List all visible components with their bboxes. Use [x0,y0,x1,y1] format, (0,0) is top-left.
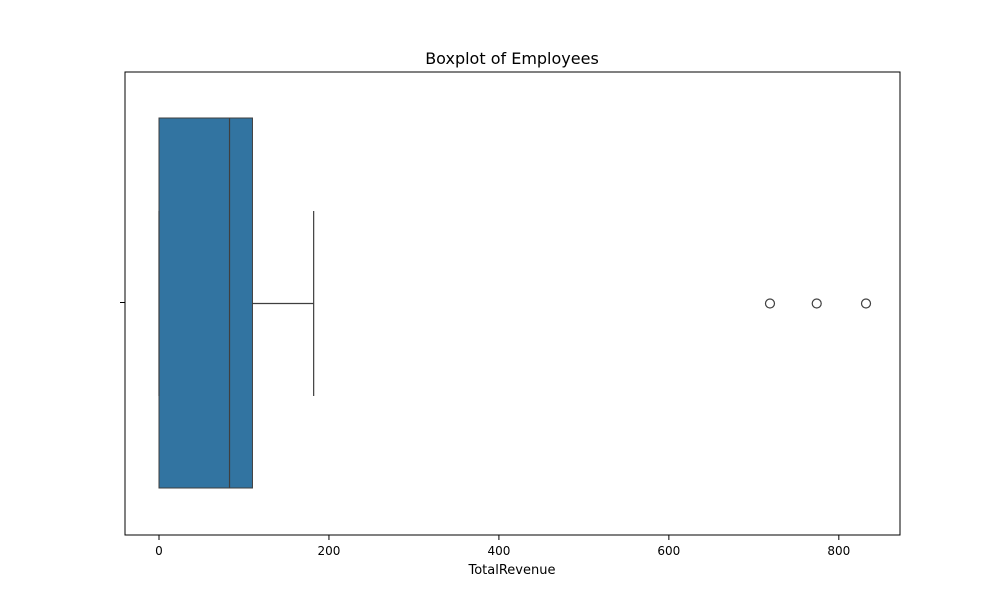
outlier-point [860,298,872,309]
chart-title: Boxplot of Employees [425,49,599,68]
outlier-point [811,298,822,309]
x-tick-label: 400 [487,544,510,558]
outlier-point [764,298,776,309]
x-tick-label: 200 [317,544,340,558]
plot-frame [124,71,901,536]
box-iqr [158,117,253,489]
x-axis: 0 200 400 600 800 [155,535,850,558]
plot-area [158,117,872,489]
x-tick-label: 800 [827,544,850,558]
x-tick-label: 0 [155,544,163,558]
x-axis-label: TotalRevenue [468,563,556,578]
x-tick-label: 600 [657,544,680,558]
